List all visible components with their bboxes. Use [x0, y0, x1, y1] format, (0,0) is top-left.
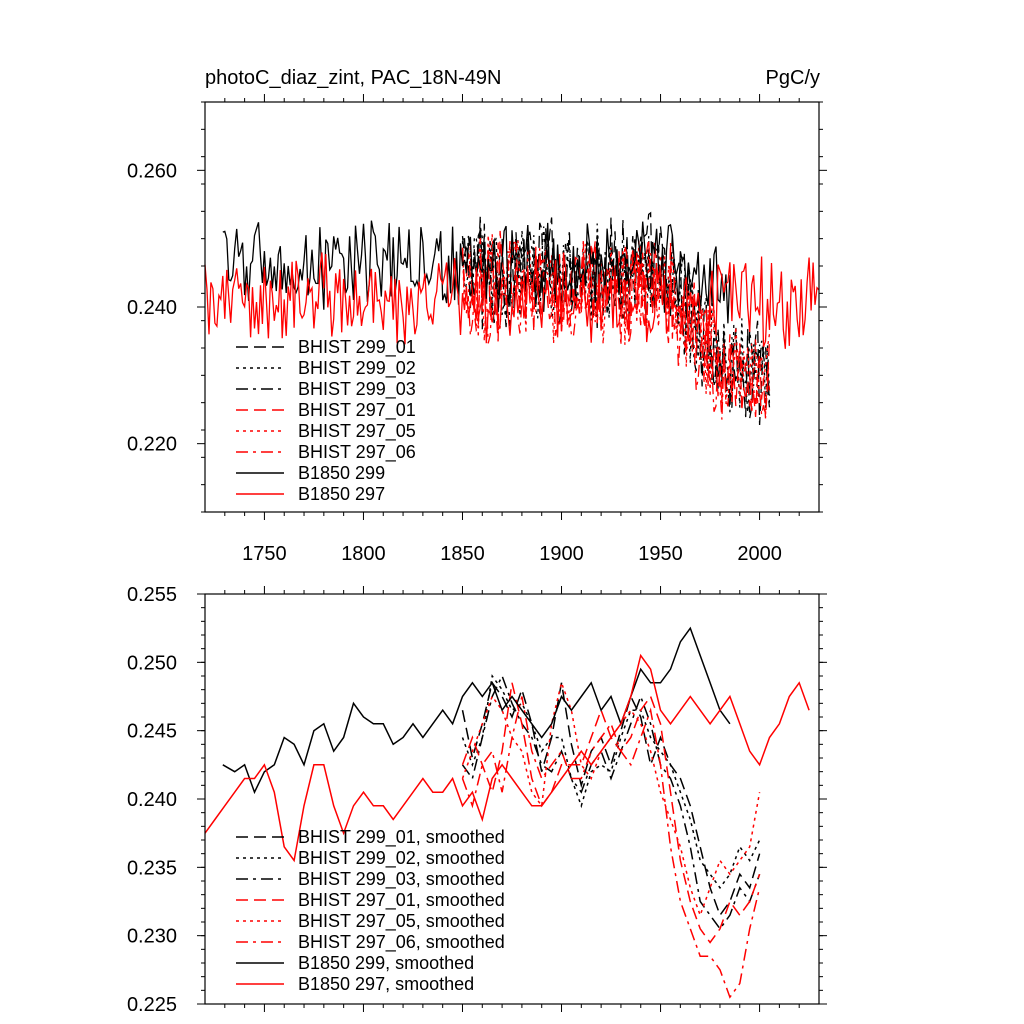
top-x-tick-label: 1800 — [341, 543, 386, 565]
bottom-y-tick-label: 0.250 — [127, 652, 177, 674]
top-series-b1850-297 — [204, 252, 820, 349]
bottom-legend-label-bhist-297-05-smoothed: BHIST 297_05, smoothed — [298, 911, 505, 932]
top-panel: 1750 1800 1850 1900 1950 20000.2200.2400.260 … — [127, 94, 827, 565]
top-x-tick-label: 2000 — [737, 543, 782, 565]
top-series-group — [204, 211, 820, 426]
bottom-y-tick-label: 0.245 — [127, 721, 177, 743]
bottom-legend-label-bhist-297-06-smoothed: BHIST 297_06, smoothed — [298, 932, 505, 953]
top-y-tick-label: 0.220 — [127, 434, 177, 456]
bottom-series-bhist-299-01-smoothed — [461, 681, 761, 917]
bottom-legend-label-b1850-297-smoothed: B1850 297, smoothed — [298, 974, 474, 994]
bottom-series-b1850-297-smoothed — [204, 653, 810, 863]
bottom-legend-label-bhist-299-01-smoothed: BHIST 299_01, smoothed — [298, 827, 505, 848]
bottom-legend-label-bhist-299-03-smoothed: BHIST 299_03, smoothed — [298, 869, 505, 890]
bottom-legend-label-bhist-299-02-smoothed: BHIST 299_02, smoothed — [298, 848, 505, 869]
top-x-tick-label: 1750 — [242, 543, 287, 565]
top-plot-frame — [204, 101, 820, 513]
bottom-series-group — [204, 626, 810, 999]
top-legend-label-bhist-299-01: BHIST 299_01 — [298, 337, 416, 358]
top-x-tick-label: 1900 — [539, 543, 584, 565]
top-legend-label-bhist-299-03: BHIST 299_03 — [298, 379, 416, 400]
top-legend-label-bhist-297-06: BHIST 297_06 — [298, 442, 416, 463]
top-x-tick-label: 1850 — [440, 543, 485, 565]
top-legend-label-b1850-299: B1850 299 — [298, 463, 385, 483]
bottom-plot-frame — [204, 593, 820, 1005]
bottom-y-tick-label: 0.230 — [127, 926, 177, 948]
top-legend-label-bhist-299-02: BHIST 299_02 — [298, 358, 416, 379]
bottom-series-b1850-299-smoothed — [222, 626, 731, 795]
bottom-series-bhist-299-03-smoothed — [461, 674, 761, 931]
chart-title: photoC_diaz_zint, PAC_18N-49N — [205, 67, 501, 89]
bottom-panel: 0.225 0.230 0.235 0.240 0.245 0.250 0.255 BHIS… — [127, 584, 827, 1016]
bottom-y-tick-label: 0.240 — [127, 789, 177, 811]
top-axis-ticks: 1750 1800 1850 1900 1950 2000 0.220 0.240 0.260 — [127, 94, 827, 565]
bottom-y-tick-label: 0.235 — [127, 857, 177, 879]
bottom-legend-label-bhist-297-01-smoothed: BHIST 297_01, smoothed — [298, 890, 505, 911]
top-legend-label-b1850-297: B1850 297 — [298, 484, 385, 504]
top-legend-label-bhist-297-05: BHIST 297_05 — [298, 421, 416, 442]
bottom-y-tick-label: 0.255 — [127, 584, 177, 606]
top-legend-label-bhist-297-01: BHIST 297_01 — [298, 400, 416, 421]
bottom-legend-label-b1850-299-smoothed: B1850 299, smoothed — [298, 953, 474, 973]
bottom-y-tick-label: 0.225 — [127, 994, 177, 1016]
bottom-series-bhist-297-06-smoothed — [461, 696, 761, 999]
units-label: PgC/y — [766, 67, 820, 89]
bottom-axis-ticks: 0.225 0.230 0.235 0.240 0.245 0.250 0.255 — [127, 584, 827, 1016]
top-series-bhist-299-03 — [462, 215, 771, 413]
top-y-tick-label: 0.260 — [127, 160, 177, 182]
top-x-tick-label: 1950 — [638, 543, 683, 565]
top-y-tick-label: 0.240 — [127, 297, 177, 319]
